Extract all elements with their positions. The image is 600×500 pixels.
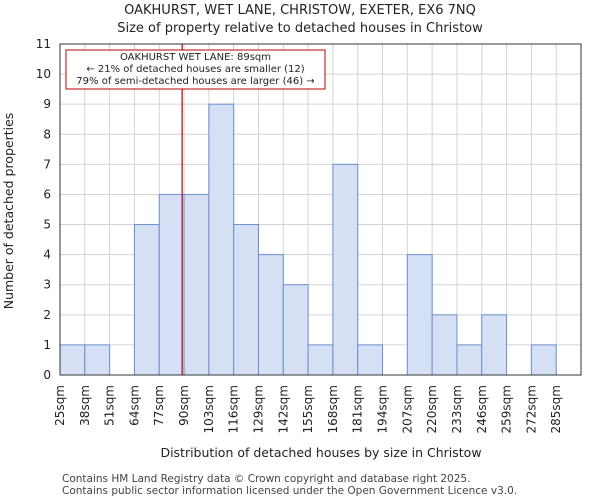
y-tick-label: 11 [36, 37, 51, 51]
x-tick-label: 77sqm [152, 385, 166, 426]
x-tick-label: 64sqm [127, 385, 141, 426]
bar-207sqm [406, 254, 433, 376]
x-tick-label: 116sqm [227, 385, 241, 433]
bar-142sqm [282, 284, 309, 376]
x-tick-label: 129sqm [251, 385, 265, 433]
bars [59, 103, 557, 376]
annotation-box [65, 49, 326, 90]
bar-116sqm [233, 224, 259, 376]
footer-line-2: Contains public sector information licen… [62, 485, 517, 497]
y-tick-label: 1 [43, 338, 51, 352]
bar-90sqm [183, 193, 210, 376]
bar-38sqm [84, 344, 111, 376]
bar-233sqm [456, 344, 483, 376]
bar-220sqm [431, 314, 458, 376]
footer-line-1: Contains HM Land Registry data © Crown c… [62, 473, 470, 485]
x-tick-label: 90sqm [177, 385, 191, 426]
x-tick-label: 220sqm [425, 385, 439, 433]
bar-103sqm [208, 103, 235, 376]
y-ticks: 0 1 2 3 4 5 6 7 8 9 10 11 [36, 37, 51, 382]
bar-155sqm [307, 344, 334, 376]
x-ticks: 25sqm 38sqm 51sqm 64sqm 77sqm 90sqm 103sqm 116s… [53, 385, 563, 433]
x-axis-label: Distribution of detached houses by size … [160, 445, 481, 460]
x-tick-label: 259sqm [500, 385, 514, 433]
y-tick-label: 9 [43, 97, 51, 111]
x-tick-label: 142sqm [276, 385, 290, 433]
annotation-line-3: 79% of semi-detached houses are larger (… [76, 76, 314, 87]
chart-title: OAKHURST, WET LANE, CHRISTOW, EXETER, EX… [124, 3, 476, 18]
x-tick-label: 51sqm [103, 385, 117, 426]
annotation-line-2: ← 21% of detached houses are smaller (12… [86, 64, 304, 75]
y-tick-label: 6 [43, 187, 51, 201]
bar-64sqm [133, 224, 160, 376]
x-tick-label: 181sqm [351, 385, 365, 433]
x-tick-label: 246sqm [475, 385, 489, 433]
chart-subtitle: Size of property relative to detached ho… [117, 21, 483, 36]
bar-168sqm [332, 163, 359, 376]
y-tick-label: 0 [43, 368, 51, 382]
y-tick-label: 3 [43, 278, 51, 292]
x-tick-label: 103sqm [202, 385, 216, 433]
x-tick-label: 285sqm [549, 385, 563, 433]
x-tick-label: 168sqm [326, 385, 340, 433]
bar-129sqm [257, 254, 284, 376]
y-tick-label: 7 [43, 157, 51, 171]
plot-frame [59, 43, 582, 376]
bar-181sqm [357, 344, 384, 376]
x-tick-label: 38sqm [78, 385, 92, 426]
y-tick-label: 8 [43, 127, 51, 141]
y-tick-label: 5 [43, 218, 51, 232]
y-tick-label: 2 [43, 308, 51, 322]
x-tick-label: 25sqm [53, 385, 67, 426]
x-tick-label: 233sqm [450, 385, 464, 433]
y-axis-label: Number of detached properties [1, 113, 16, 310]
bar-25sqm [59, 344, 86, 376]
y-tick-label: 10 [36, 67, 51, 81]
y-tick-label: 4 [43, 248, 51, 262]
bar-272sqm [530, 344, 557, 376]
x-tick-label: 194sqm [376, 385, 390, 433]
bar-246sqm [481, 314, 508, 376]
x-tick-label: 272sqm [524, 385, 538, 433]
x-tick-label: 155sqm [301, 385, 315, 433]
bar-77sqm [158, 193, 185, 376]
x-tick-label: 207sqm [400, 385, 414, 433]
annotation-line-1: OAKHURST WET LANE: 89sqm [120, 52, 271, 63]
